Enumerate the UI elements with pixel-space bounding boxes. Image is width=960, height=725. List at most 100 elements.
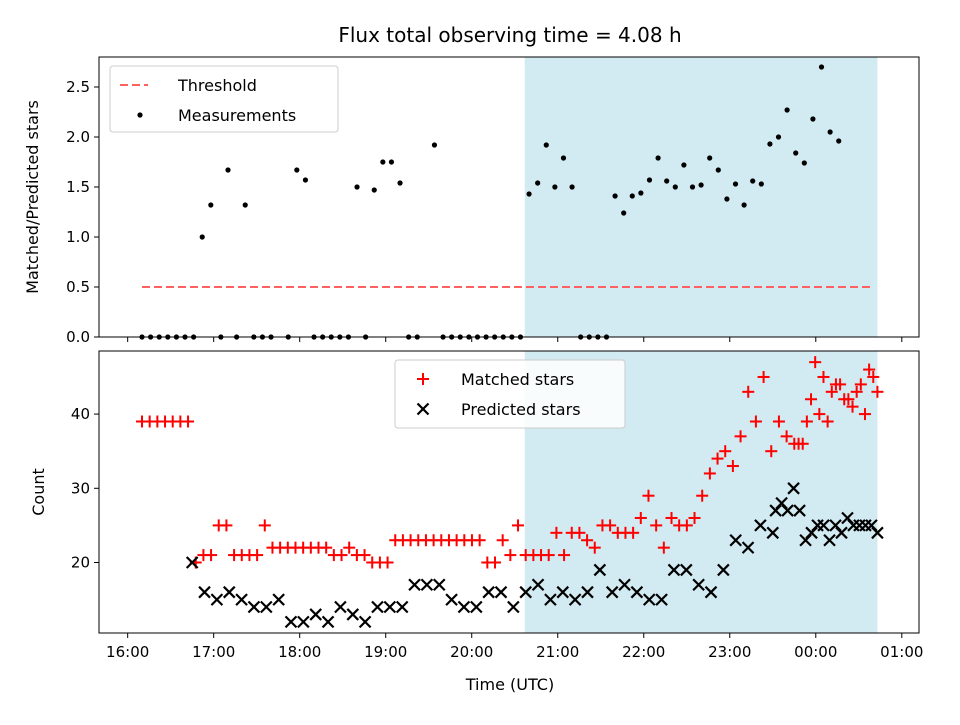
predicted-star-stroke-b (198, 585, 211, 599)
predicted-star-stroke-b (507, 600, 520, 614)
x-axis-label: Time (UTC) (465, 675, 554, 694)
predicted-star-marker (346, 608, 360, 621)
predicted-star-stroke-b (741, 541, 755, 554)
predicted-star-marker (823, 533, 836, 547)
y-tick-label: 40 (71, 405, 90, 423)
predicted-star-marker (692, 578, 705, 592)
measurement-point (569, 184, 575, 190)
y-tick-label: 2.5 (66, 78, 90, 96)
predicted-star-stroke-b (766, 526, 780, 540)
matched-star-marker (719, 445, 732, 458)
measurement-point (707, 155, 713, 161)
predicted-star-marker (729, 533, 742, 547)
predicted-star-marker (321, 615, 335, 629)
predicted-star-marker (284, 615, 298, 629)
predicted-star-marker (297, 615, 310, 629)
matched-star-marker (834, 378, 847, 391)
measurement-point (199, 234, 205, 240)
measurement-point (612, 193, 618, 199)
measurement-point (397, 180, 403, 186)
matched-star-marker (867, 370, 880, 383)
predicted-star-stroke-b (581, 585, 594, 599)
predicted-star-stroke-b (655, 593, 668, 606)
predicted-star-marker (432, 578, 446, 592)
matched-star-marker (550, 526, 563, 539)
predicted-star-stroke-b (667, 563, 681, 577)
matched-star-marker (796, 437, 809, 450)
predicted-star-marker (185, 556, 199, 569)
predicted-star-marker (754, 519, 767, 532)
measurement-point (302, 177, 309, 183)
observing-window-shade (524, 57, 878, 337)
measurement-point (664, 178, 670, 184)
measurement-point (560, 155, 567, 161)
predicted-star-stroke-b (470, 600, 483, 614)
predicted-star-marker (817, 519, 830, 532)
y-tick-label: 1.0 (66, 228, 90, 246)
measurement-point (526, 191, 532, 197)
measurement-point (294, 167, 300, 173)
predicted-star-stroke-b (334, 600, 347, 614)
matched-star-marker (696, 489, 709, 502)
predicted-star-stroke-b (817, 519, 830, 532)
matched-star-marker (581, 534, 594, 547)
predicted-star-marker (309, 608, 322, 621)
y-tick-label: 0.0 (66, 328, 90, 346)
predicted-star-marker (383, 600, 397, 614)
matched-star-marker (780, 430, 793, 443)
measurement-point (621, 210, 627, 216)
predicted-star-stroke-b (642, 593, 656, 606)
matched-star-marker (726, 460, 739, 473)
matched-star-marker (657, 541, 670, 554)
measurement-point (715, 167, 721, 173)
measurement-point (775, 134, 782, 140)
x-tick-label: 17:00 (192, 643, 235, 661)
matched-star-marker (251, 549, 264, 562)
measurement-point (767, 141, 773, 147)
predicted-star-stroke-b (692, 578, 705, 592)
predicted-star-marker (531, 578, 545, 592)
top-legend: Threshold Measurements (109, 65, 339, 133)
matched-star-marker (335, 549, 348, 562)
predicted-star-marker (420, 578, 434, 592)
matched-star-marker (512, 519, 525, 532)
predicted-star-marker (642, 593, 656, 606)
predicted-star-marker (741, 541, 755, 554)
bottom-y-axis-label: Count (29, 468, 48, 516)
predicted-star-stroke-b (823, 533, 836, 547)
matched-star-marker (496, 534, 509, 547)
predicted-star-stroke-b (383, 600, 397, 614)
measurement-point (431, 142, 438, 148)
measurement-point (827, 129, 833, 135)
predicted-star-marker (556, 585, 570, 599)
predicted-star-stroke-b (284, 615, 298, 629)
predicted-star-stroke-b (445, 593, 458, 606)
matched-star-marker (757, 370, 770, 383)
predicted-star-marker (260, 600, 273, 614)
measurement-point (818, 64, 825, 70)
measurement-point (793, 150, 799, 156)
predicted-star-marker (787, 482, 800, 495)
predicted-star-marker (618, 578, 631, 592)
predicted-star-marker (781, 504, 794, 517)
matched-star-marker (588, 541, 601, 554)
predicted-star-marker (210, 593, 224, 606)
predicted-star-stroke-b (371, 600, 384, 614)
predicted-star-stroke-b (321, 615, 335, 629)
matched-star-marker (504, 549, 517, 562)
y-tick-label: 0.5 (66, 278, 90, 296)
predicted-star-stroke-b (346, 608, 360, 621)
predicted-star-marker (235, 593, 248, 606)
x-tick-label: 19:00 (364, 643, 407, 661)
predicted-star-marker (680, 563, 693, 577)
measurement-point (741, 202, 747, 208)
predicted-star-marker (272, 593, 285, 606)
x-tick-label: 21:00 (536, 643, 579, 661)
matched-star-marker (842, 393, 855, 406)
measurement-point (638, 190, 644, 196)
bottom-legend-box (394, 359, 626, 429)
measurement-point (371, 187, 377, 193)
measurement-point (784, 107, 790, 113)
matched-star-marker (343, 541, 356, 554)
predicted-star-stroke-b (457, 600, 471, 614)
